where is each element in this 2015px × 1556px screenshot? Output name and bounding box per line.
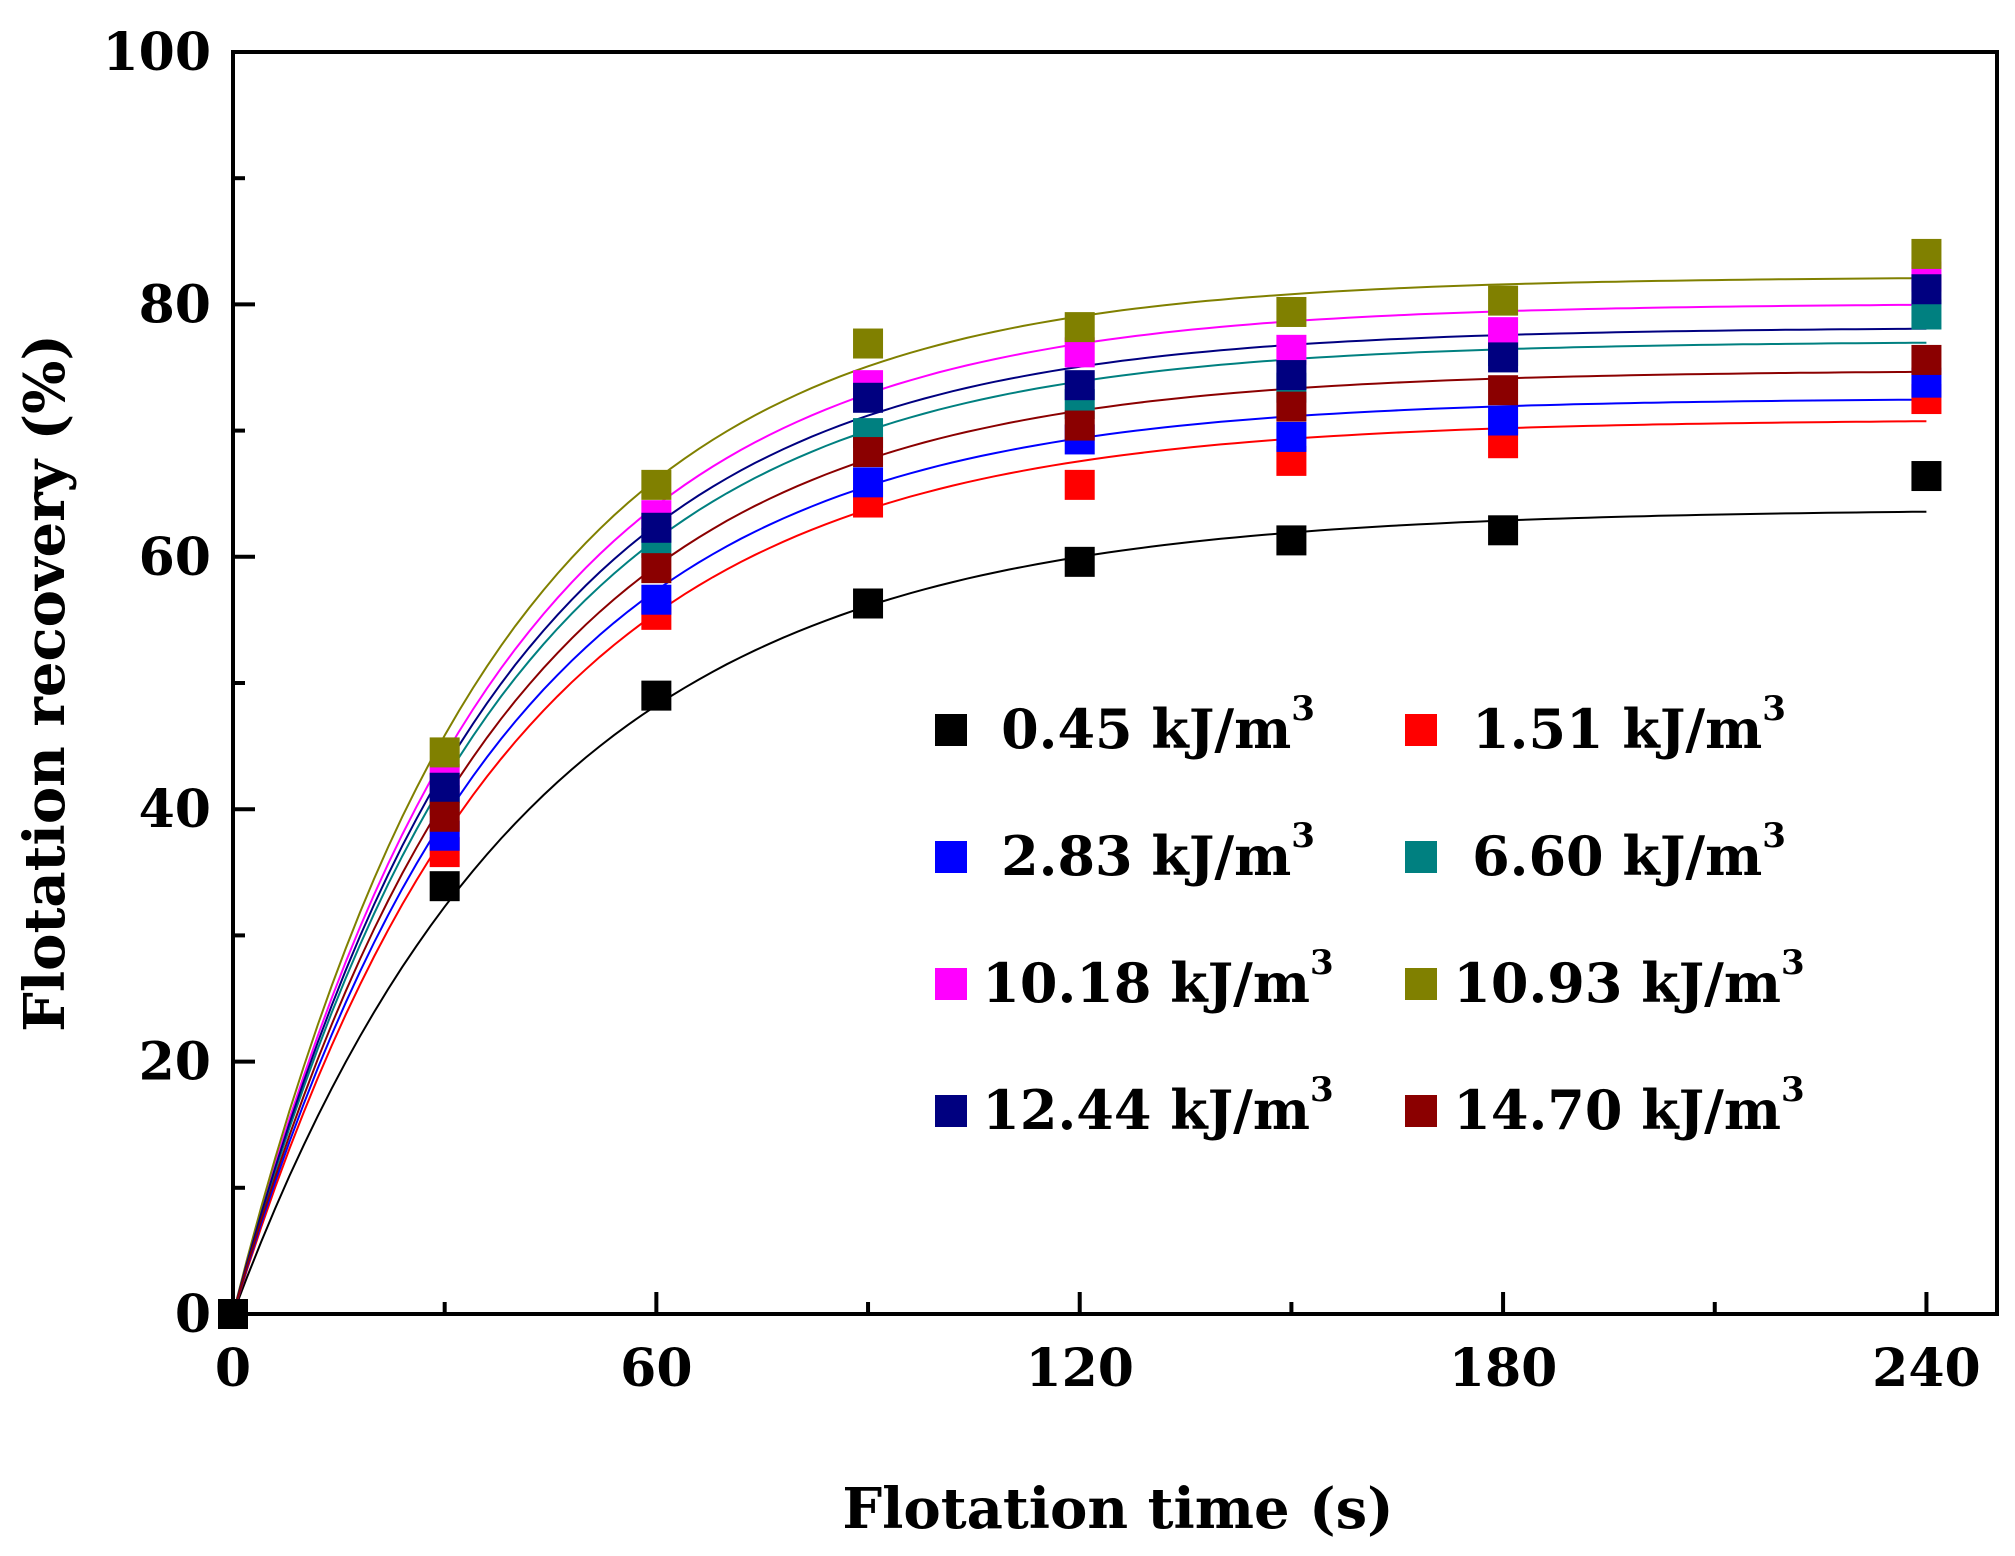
y-tick-label-5: 100	[102, 22, 211, 83]
data-point-s5-7	[1911, 238, 1942, 269]
data-point-s7-2	[641, 553, 672, 584]
data-point-s0-1	[429, 871, 460, 902]
y-tick-label-0: 0	[175, 1284, 211, 1345]
data-point-s2-5	[1276, 421, 1307, 452]
data-point-s5-2	[641, 469, 672, 500]
data-point-s4-6	[1488, 317, 1519, 348]
legend-marker-7	[1405, 1095, 1437, 1127]
data-point-s7-5	[1276, 391, 1307, 422]
y-tick-label-3: 60	[139, 527, 211, 588]
data-point-s5-1	[429, 737, 460, 768]
x-tick-label-0: 0	[215, 1338, 251, 1399]
legend-marker-0	[935, 714, 967, 746]
data-point-s6-4	[1064, 370, 1095, 401]
legend-label-2: 2.83 kJ/m3	[1001, 816, 1315, 888]
x-axis-label: Flotation time (s)	[842, 1476, 1393, 1542]
data-point-s3-7	[1911, 299, 1942, 330]
data-point-s0-2	[641, 680, 672, 711]
legend-marker-1	[1405, 714, 1437, 746]
data-point-s7-6	[1488, 375, 1519, 406]
legend-label-5: 10.93 kJ/m3	[1453, 943, 1804, 1015]
data-point-s6-7	[1911, 274, 1942, 305]
legend-marker-3	[1405, 841, 1437, 873]
data-point-s0-4	[1064, 546, 1095, 577]
x-tick-label-3: 180	[1449, 1338, 1558, 1399]
legend-label-7: 14.70 kJ/m3	[1453, 1070, 1804, 1142]
data-point-s7-7	[1911, 344, 1942, 375]
legend-label-3: 6.60 kJ/m3	[1472, 816, 1786, 888]
x-tick-label-1: 60	[620, 1338, 692, 1399]
legend-label-6: 12.44 kJ/m3	[982, 1070, 1333, 1142]
legend-marker-2	[935, 841, 967, 873]
legend-superscript-4: 3	[1310, 943, 1334, 983]
fit-curve-1	[232, 420, 1927, 1315]
legend-marker-5	[1405, 968, 1437, 1000]
data-point-s6-2	[641, 512, 672, 543]
x-tick-label-2: 120	[1025, 1338, 1134, 1399]
data-point-s7-3	[853, 437, 884, 468]
data-point-s2-3	[853, 467, 884, 498]
legend-superscript-1: 3	[1762, 689, 1786, 729]
legend-label-4: 10.18 kJ/m3	[982, 943, 1333, 1015]
data-point-s0-3	[853, 588, 884, 619]
legend-label-1: 1.51 kJ/m3	[1472, 689, 1786, 761]
x-tick-label-4: 240	[1872, 1338, 1981, 1399]
y-tick-label-4: 80	[139, 274, 211, 335]
data-point-s0-5	[1276, 525, 1307, 556]
data-point-s7-1	[429, 801, 460, 832]
legend-superscript-2: 3	[1291, 816, 1315, 856]
legend-superscript-0: 3	[1291, 689, 1315, 729]
legend-label-0: 0.45 kJ/m3	[1001, 689, 1315, 761]
data-points	[218, 238, 1942, 1329]
legend-marker-6	[935, 1095, 967, 1127]
data-point-s5-5	[1276, 296, 1307, 327]
data-point-s6-5	[1276, 360, 1307, 391]
y-tick-label-1: 20	[139, 1032, 211, 1093]
y-tick-label-2: 40	[139, 779, 211, 840]
data-point-s0-7	[1911, 461, 1942, 492]
data-point-s4-4	[1064, 337, 1095, 368]
axis-tick-labels: 0 60 120 180 240 0 20 40 60 80 100	[102, 22, 1980, 1399]
legend-superscript-6: 3	[1310, 1070, 1334, 1110]
data-point-s5-6	[1488, 285, 1519, 316]
data-point-s6-1	[429, 772, 460, 803]
data-point-s6-6	[1488, 342, 1519, 373]
data-point-s1-4	[1064, 469, 1095, 500]
data-point-s0-6	[1488, 515, 1519, 546]
data-point-s7-4	[1064, 410, 1095, 441]
legend-superscript-7: 3	[1781, 1070, 1805, 1110]
legend: 0.45 kJ/m3 1.51 kJ/m3 2.83 kJ/m3 6.60 kJ/m3…	[935, 689, 1805, 1142]
legend-marker-4	[935, 968, 967, 1000]
legend-superscript-5: 3	[1781, 943, 1805, 983]
data-point-s2-2	[641, 584, 672, 615]
data-point-s5-3	[853, 328, 884, 359]
legend-superscript-3: 3	[1762, 816, 1786, 856]
y-axis-label: Flotation recovery (%)	[12, 334, 78, 1032]
data-point-s4-5	[1276, 334, 1307, 365]
axis-ticks	[231, 50, 1929, 1316]
data-point-s6-3	[853, 382, 884, 413]
data-point-s2-6	[1488, 405, 1519, 436]
data-point-s5-4	[1064, 312, 1095, 343]
